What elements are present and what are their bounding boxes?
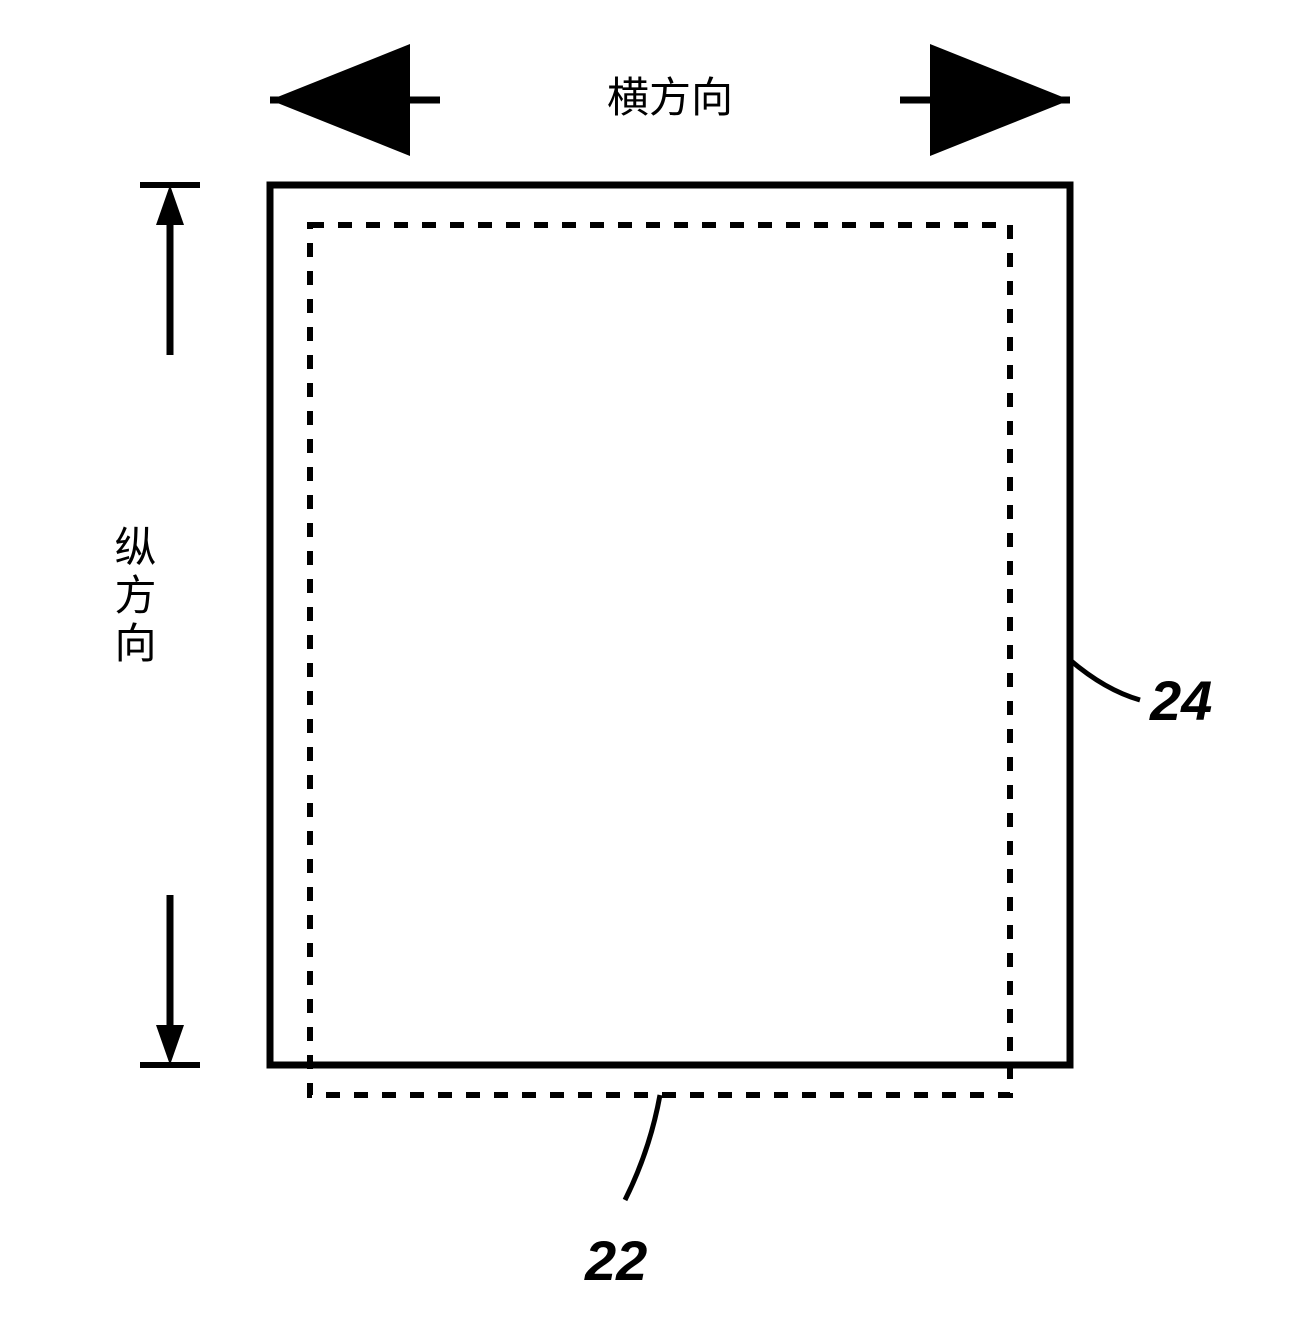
outer-rectangle (270, 185, 1070, 1065)
diagram-svg: 横方向 纵方向 24 22 (0, 0, 1298, 1324)
inner-rectangle (310, 225, 1010, 1095)
v-dim-label: 纵方向 (102, 525, 162, 669)
v-dim-label-wrap: 纵方向 (102, 525, 162, 725)
label-24: 24 (1149, 669, 1212, 732)
diagram-container: 横方向 纵方向 24 22 (0, 0, 1298, 1324)
h-dim-label: 横方向 (607, 74, 733, 121)
v-arrow-up (156, 185, 184, 225)
v-arrow-down (156, 1025, 184, 1065)
leader-24 (1070, 660, 1140, 700)
leader-22 (625, 1095, 660, 1200)
label-22: 22 (584, 1229, 647, 1292)
